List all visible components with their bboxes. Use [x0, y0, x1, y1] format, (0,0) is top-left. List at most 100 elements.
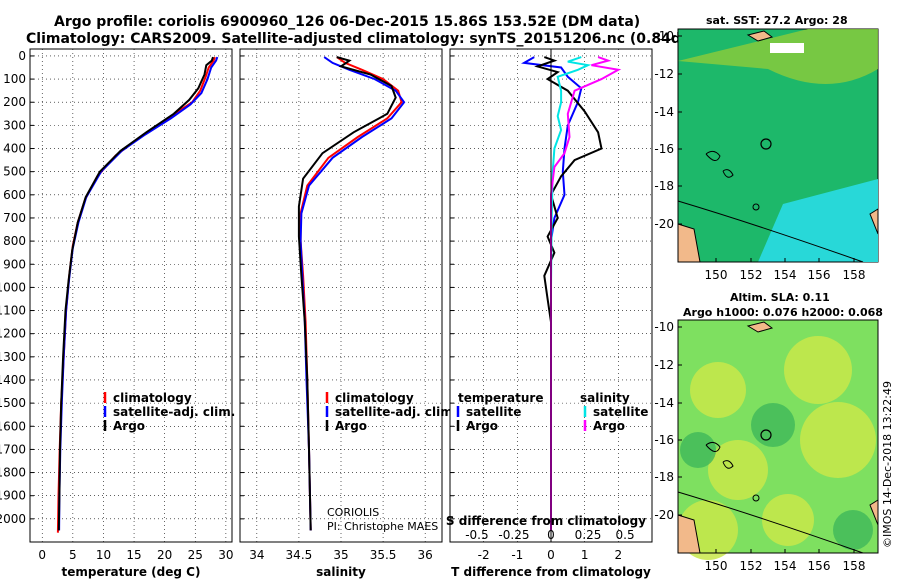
x-tick-label: 36: [418, 548, 433, 562]
map-y-tick-label: -16: [654, 142, 674, 156]
map-y-tick-label: -16: [654, 433, 674, 447]
map-x-tick-label: 158: [843, 268, 866, 282]
map-x-tick-label: 150: [705, 559, 728, 573]
map-x-tick-label: 158: [843, 559, 866, 573]
argo-location-marker: [760, 429, 772, 441]
y-tick-label: 2000: [0, 512, 26, 526]
x-tick-label: 34: [249, 548, 264, 562]
shelf-contour: [677, 491, 864, 554]
sst-map-title: sat. SST: 27.2 Argo: 28: [706, 14, 848, 27]
reef-contour: [705, 150, 734, 178]
map-x-tick-label: 152: [740, 268, 763, 282]
secondary-marker: [752, 494, 760, 502]
legend-label: satellite: [593, 405, 648, 419]
legend-label: climatology: [113, 391, 192, 405]
top-tick-label: 0: [547, 528, 555, 542]
y-tick-label: 1100: [0, 304, 26, 318]
y-tick-label: 1400: [0, 373, 26, 387]
map-y-tick-label: -10: [654, 29, 674, 43]
y-tick-label: 1900: [0, 489, 26, 503]
sst-map: 150 152 154 156 158 -10 -12 -14 -16 -18 -20: [654, 28, 879, 282]
sla-map: 150 152 154 156 158 -10 -12 -14 -16 -18 -20: [654, 319, 879, 573]
annotation-line2: PI: Christophe MAES: [327, 520, 438, 533]
legend-label: Argo: [335, 419, 367, 433]
top-tick-label: 0.25: [575, 528, 602, 542]
reef-contour: [705, 441, 734, 469]
map-x-tick-label: 154: [774, 559, 797, 573]
x-tick-label: -2: [478, 548, 490, 562]
top-tick-label: -0.25: [498, 528, 529, 542]
figure-title-line1: Argo profile: coriolis 6900960_126 06-De…: [54, 14, 641, 30]
land-australia: [677, 223, 701, 263]
x-axis-label: T difference from climatology: [451, 565, 651, 579]
x-tick-label: -1: [511, 548, 523, 562]
sla-low-patch: [833, 510, 873, 550]
map-y-tick-label: -18: [654, 179, 674, 193]
y-tick-label: 1700: [0, 442, 26, 456]
map-x-tick-label: 152: [740, 559, 763, 573]
sla-map-title-line2: Argo h1000: 0.076 h2000: 0.068: [683, 306, 883, 319]
temperature-panel: 0 5 10 15 20 25 300100200300400500600700800900…: [0, 48, 235, 579]
secondary-marker: [752, 203, 760, 211]
x-tick-label: 5: [69, 548, 77, 562]
sla-high-patch: [690, 362, 746, 418]
x-tick-label: 35: [333, 548, 348, 562]
legend-label: Argo: [593, 419, 625, 433]
x-tick-label: 15: [126, 548, 141, 562]
map-x-tick-label: 156: [808, 268, 831, 282]
x-tick-label: 0: [547, 548, 555, 562]
cool-patch: [758, 179, 878, 262]
y-tick-label: 1800: [0, 466, 26, 480]
x-tick-label: 10: [96, 548, 111, 562]
legend-label: climatology: [335, 391, 414, 405]
y-tick-label: 100: [3, 72, 26, 86]
plot-frame: [29, 48, 233, 543]
map-x-tick-label: 154: [774, 268, 797, 282]
legend-label: satellite: [466, 405, 521, 419]
land-australia: [677, 514, 701, 554]
land-east: [869, 208, 879, 235]
sla-high-patch: [800, 402, 876, 478]
land-east: [869, 499, 879, 526]
s-diff-title: S difference from climatology: [446, 514, 646, 528]
x-tick-label: 1: [581, 548, 589, 562]
series-line-t-argo: [534, 56, 603, 531]
y-tick-label: 1000: [0, 280, 26, 294]
x-tick-label: 34.5: [286, 548, 313, 562]
difference-panel: -2 -1 0 1 2 T difference from climatology temp…: [446, 48, 653, 579]
y-tick-label: 400: [3, 142, 26, 156]
y-tick-label: 1600: [0, 419, 26, 433]
map-y-tick-label: -12: [654, 358, 674, 372]
map-x-tick-label: 156: [808, 559, 831, 573]
legend-right-title: salinity: [580, 391, 630, 405]
x-axis-label: temperature (deg C): [62, 565, 201, 579]
x-axis-label: salinity: [316, 565, 366, 579]
x-tick-label: 20: [157, 548, 172, 562]
annotation-line1: CORIOLIS: [327, 506, 379, 519]
y-tick-label: 700: [3, 211, 26, 225]
x-tick-label: 25: [188, 548, 203, 562]
map-y-tick-label: -10: [654, 320, 674, 334]
legend-label: Argo: [466, 419, 498, 433]
x-tick-label: 35.5: [370, 548, 397, 562]
missing-data: [770, 43, 804, 53]
y-tick-label: 200: [3, 95, 26, 109]
map-y-tick-label: -20: [654, 217, 674, 231]
map-y-tick-label: -20: [654, 508, 674, 522]
series-line-argo: [297, 56, 397, 531]
y-tick-label: 1500: [0, 396, 26, 410]
map-x-tick-label: 150: [705, 268, 728, 282]
legend-label: Argo: [113, 419, 145, 433]
map-y-tick-label: -12: [654, 67, 674, 81]
legend-label: satellite-adj. clim.: [113, 405, 235, 419]
legend-label: satellite-adj. clim.: [335, 405, 457, 419]
argo-location-marker: [760, 138, 772, 150]
y-tick-label: 300: [3, 118, 26, 132]
y-tick-label: 0: [18, 49, 26, 63]
y-tick-label: 500: [3, 165, 26, 179]
plot-frame: [239, 48, 443, 543]
figure-title-line2: Climatology: CARS2009. Satellite-adjuste…: [26, 31, 744, 47]
series-line-s-argo: [550, 56, 622, 531]
y-tick-label: 600: [3, 188, 26, 202]
